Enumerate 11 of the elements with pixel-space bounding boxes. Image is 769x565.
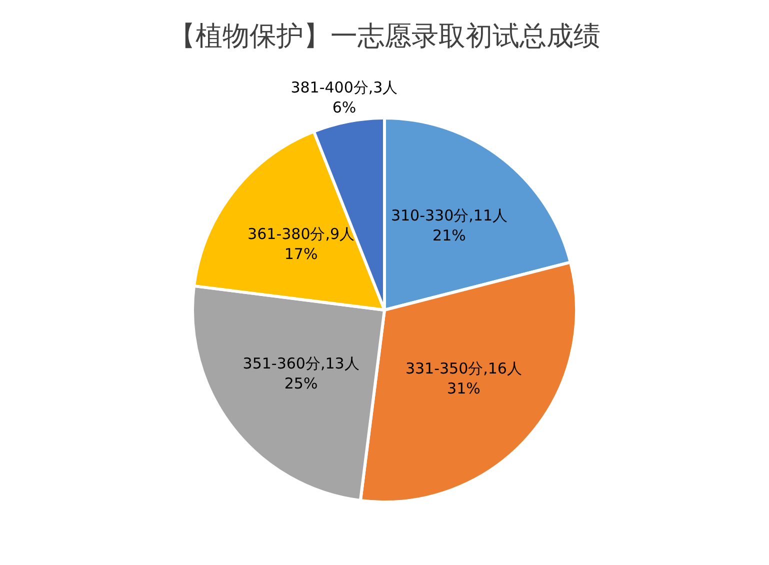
- data-label: 21%: [432, 226, 466, 244]
- data-label: 6%: [332, 98, 356, 117]
- data-label: 17%: [284, 245, 318, 264]
- slice-label: 381-400分,3人: [290, 78, 398, 97]
- slice-label: 361-380分,9人: [248, 225, 355, 244]
- slice-label: 310-330分,11人: [390, 206, 508, 224]
- data-label: 31%: [447, 380, 480, 398]
- slice-label: 331-350分,16人: [405, 360, 522, 378]
- slice-label: 351-360分,13人: [242, 354, 360, 373]
- data-label: 25%: [284, 374, 318, 393]
- chart-title: 【植物保护】一志愿录取初试总成绩: [168, 20, 602, 54]
